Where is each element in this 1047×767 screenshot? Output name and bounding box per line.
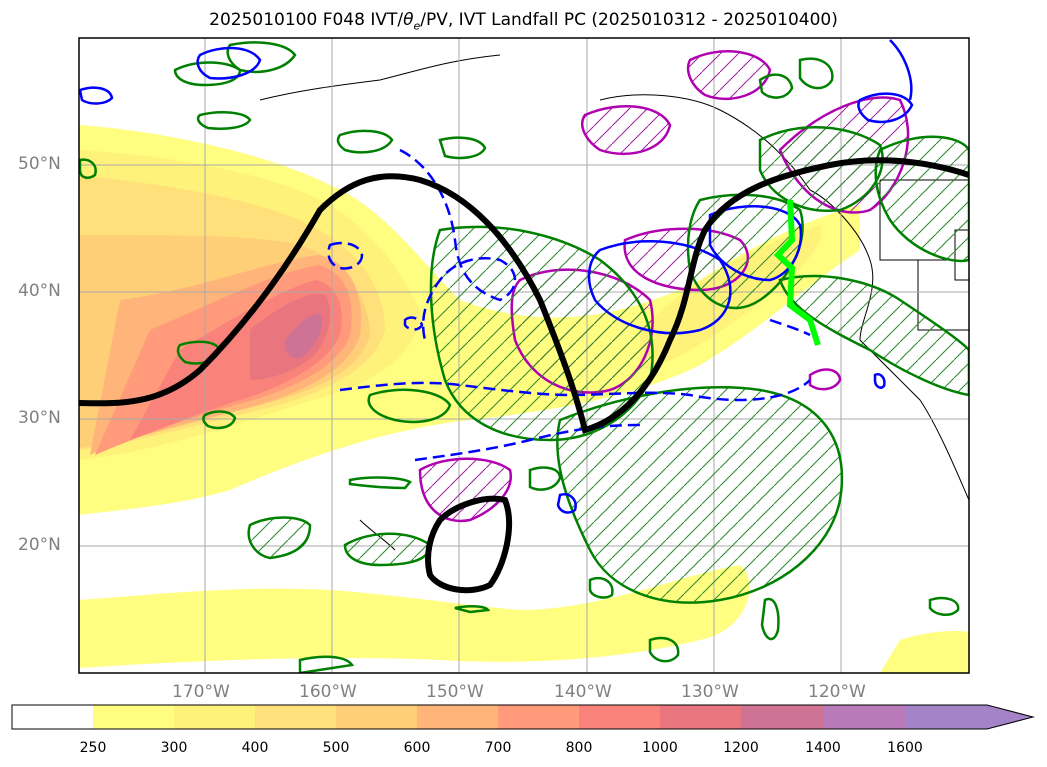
pv-contours: [79, 39, 914, 514]
colorbar-tick: 700: [484, 740, 512, 756]
ivt-1200: [284, 313, 323, 359]
lon-label-150w: 150°W: [426, 682, 484, 702]
lon-label-130w: 130°W: [681, 682, 739, 702]
colorbar-tick: 500: [322, 740, 350, 756]
colorbar-tick: 400: [241, 740, 269, 756]
lon-label-160w: 160°W: [299, 682, 357, 702]
colorbar-tick: 1600: [887, 740, 923, 756]
colorbar-tick: 1400: [805, 740, 841, 756]
colorbar-tick: 250: [79, 740, 107, 756]
trough-line: [79, 157, 969, 594]
lat-label-50n: 50°N: [18, 154, 61, 174]
map-layers: [79, 38, 969, 673]
lat-label-30n: 30°N: [18, 408, 61, 428]
lon-label-140w: 140°W: [554, 682, 612, 702]
ivt-250-south2: [880, 630, 969, 673]
lon-label-120w: 120°W: [808, 682, 866, 702]
colorbar: [11, 704, 1035, 730]
lon-label-170w: 170°W: [172, 682, 230, 702]
colorbar-tick: 1200: [723, 740, 759, 756]
colorbar-tick: 600: [403, 740, 431, 756]
lat-label-20n: 20°N: [18, 535, 61, 555]
ivt-250-south: [79, 565, 750, 668]
colorbar-tick: 800: [565, 740, 593, 756]
landfall-marker: [773, 199, 821, 346]
theta-e-contours: [79, 41, 969, 673]
lat-label-40n: 40°N: [18, 281, 61, 301]
map-title: 2025010100 F048 IVT/θe/PV, IVT Landfall …: [209, 10, 838, 33]
colorbar-tick: 300: [160, 740, 188, 756]
colorbar-tick: 1000: [642, 740, 678, 756]
plot-frame: [78, 37, 970, 674]
